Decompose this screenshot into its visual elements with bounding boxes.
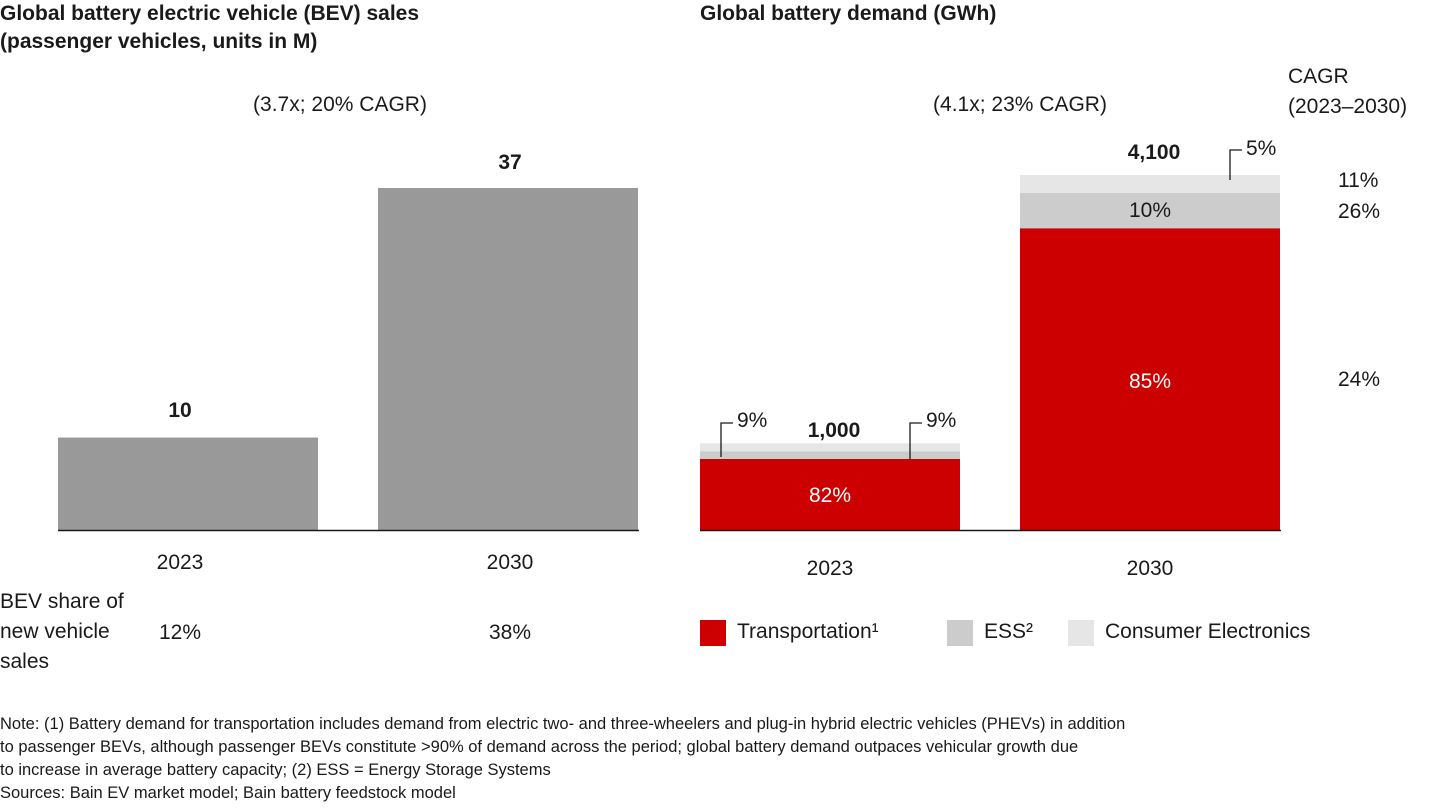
legend-swatch-ess <box>947 620 973 646</box>
legend-label-consumer-electronics: Consumer Electronics <box>1105 620 1311 643</box>
ess-2023-callout-line <box>909 422 922 459</box>
bev-share-2023: 12% <box>158 621 202 644</box>
consumer-2023-callout-label: 9% <box>737 409 768 432</box>
transport-2030-label: 85% <box>1128 370 1172 393</box>
battery-bar-2023-transportation <box>700 459 960 530</box>
consumer-2030-callout-line <box>1229 149 1242 180</box>
legend-swatch-consumer-electronics <box>1068 620 1094 646</box>
bev-bar-2030 <box>378 188 638 530</box>
battery-bar-2030-consumerelectronics <box>1020 175 1280 193</box>
legend-label-ess: ESS² <box>984 620 1034 643</box>
transport-2023-label: 82% <box>808 484 852 507</box>
ess-2030-label: 10% <box>1128 199 1172 222</box>
bev-x-tick-2030: 2030 <box>486 551 534 574</box>
cagr-header: CAGR (2023–2030) <box>1288 65 1408 118</box>
bev-share-label: BEV share of new vehicle sales <box>0 590 124 673</box>
bev-x-tick-2023: 2023 <box>156 551 204 574</box>
bev-growth-annotation: (3.7x; 20% CAGR) <box>253 93 427 116</box>
bev-2023-value-label: 10 <box>168 399 192 422</box>
battery-growth-annotation: (4.1x; 23% CAGR) <box>933 93 1107 116</box>
battery-x-tick-2023: 2023 <box>806 557 854 580</box>
right-chart-title: Global battery demand (GWh) <box>700 2 997 25</box>
bev-bar-2023 <box>58 437 318 530</box>
bev-2030-value-label: 37 <box>498 151 522 174</box>
battery-bar-2030-ess <box>1020 192 1280 229</box>
footnote: Note: (1) Battery demand for transportat… <box>0 713 1440 805</box>
legend-swatch-transportation <box>700 620 726 646</box>
sources-line: Sources: Bain EV market model; Bain batt… <box>0 784 456 802</box>
battery-x-tick-2030: 2030 <box>1126 557 1174 580</box>
cagr-ess: 26% <box>1338 200 1381 223</box>
legend-label-transportation: Transportation¹ <box>737 620 879 643</box>
cagr-transportation: 24% <box>1338 368 1381 391</box>
bev-share-2030: 38% <box>488 621 532 644</box>
left-chart-title: Global battery electric vehicle (BEV) sa… <box>0 2 420 53</box>
footnote-line-3: to increase in average battery capacity;… <box>0 761 551 779</box>
cagr-consumer: 11% <box>1338 169 1379 192</box>
consumer-2030-callout-label: 5% <box>1246 137 1277 160</box>
ess-2023-callout-label: 9% <box>926 409 957 432</box>
footnote-line-2: to passenger BEVs, although passenger BE… <box>0 738 1079 756</box>
battery-bar-2023-ess <box>700 451 960 459</box>
footnote-line-1: Note: (1) Battery demand for transportat… <box>0 715 1126 733</box>
battery-bar-2030-transportation <box>1020 228 1280 530</box>
battery-bar-2023-consumerelectronics <box>700 443 960 452</box>
consumer-2023-callout-line <box>720 422 733 457</box>
battery-2023-total-label: 1,000 <box>807 419 861 442</box>
battery-2030-total-label: 4,100 <box>1127 141 1181 164</box>
